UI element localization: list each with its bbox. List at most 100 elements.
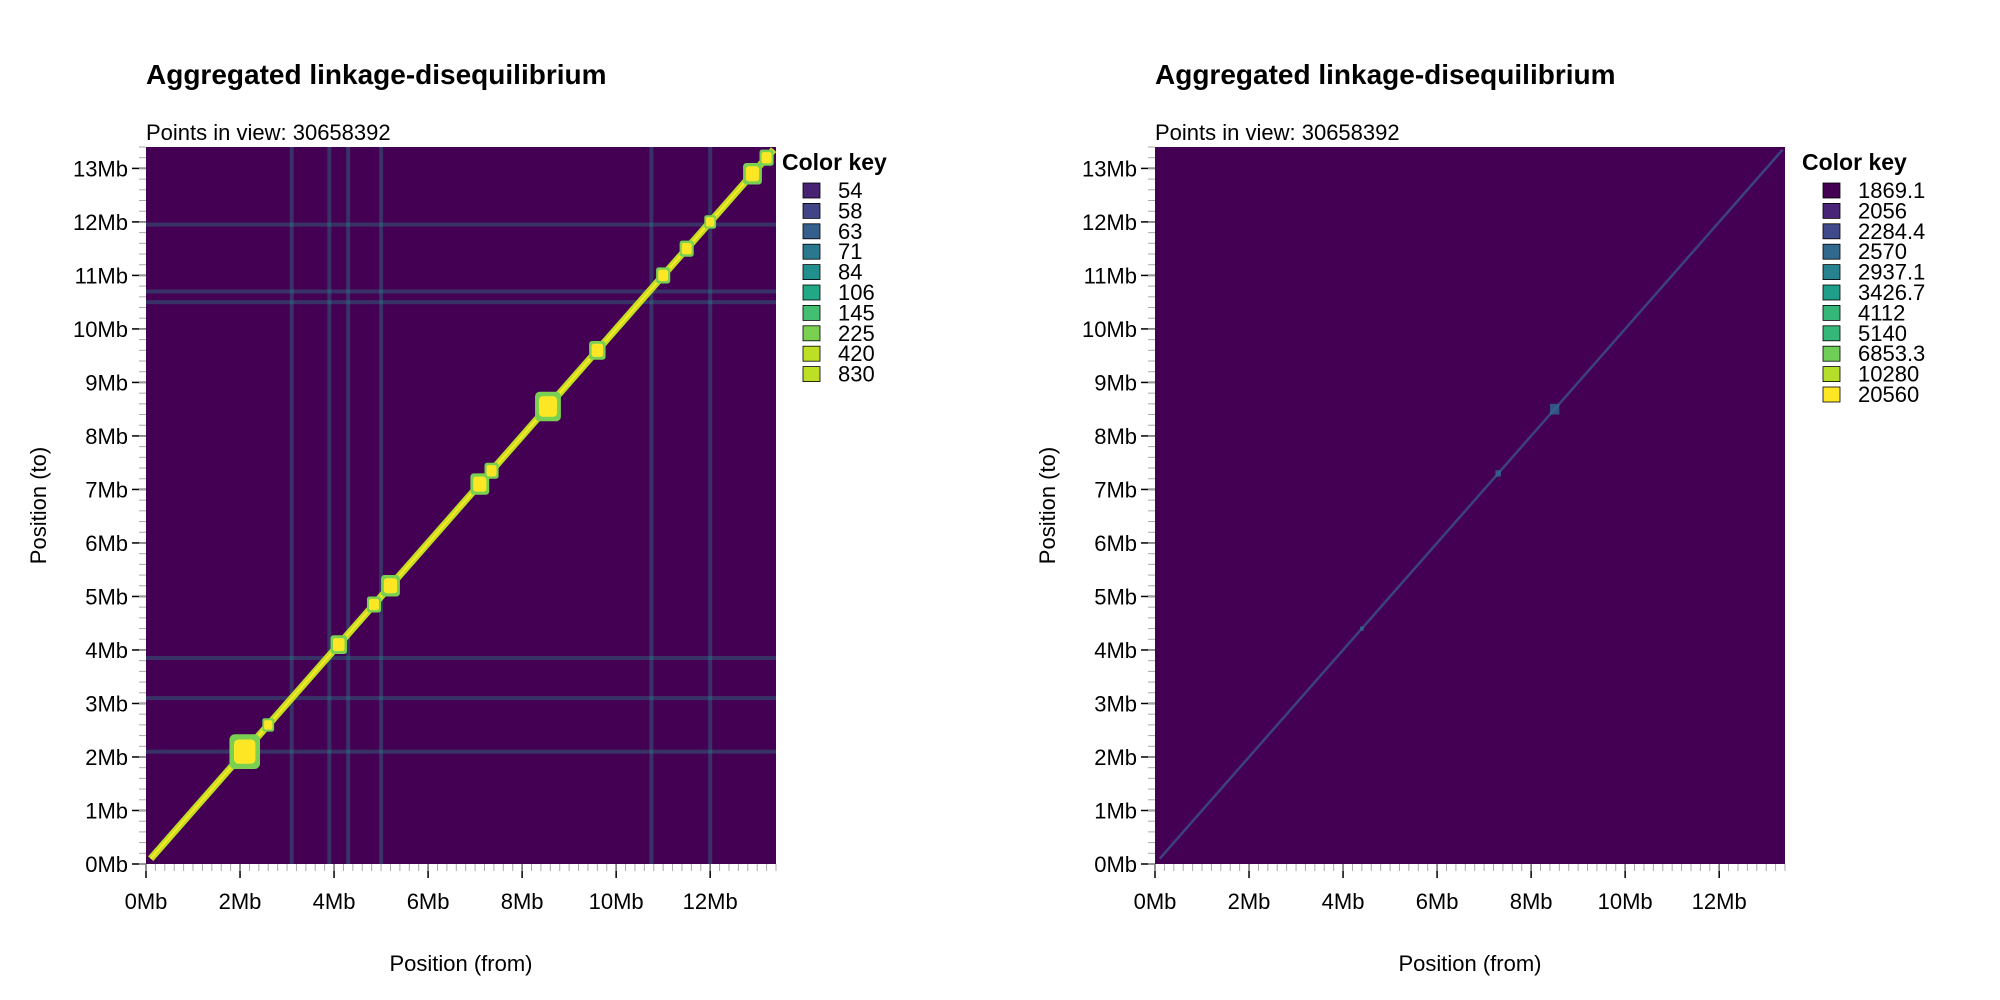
chart-title: Aggregated linkage-disequilibrium [1155,59,1616,90]
y-tick-label: 13Mb [1082,156,1137,181]
color-key-label: 145 [838,300,875,325]
ld-block-core [538,396,558,417]
color-key-label: 830 [838,362,875,387]
chart-subtitle: Points in view: 30658392 [146,120,391,145]
ld-block-core [706,217,715,227]
color-key-swatch [1822,182,1841,199]
band-horizontal [146,289,776,294]
color-key-label: 20560 [1858,382,1919,407]
y-tick-label: 7Mb [1094,477,1137,502]
color-key-swatch [802,304,821,321]
color-key-label: 54 [838,178,862,203]
color-key-label: 71 [838,239,862,264]
y-tick-label: 4Mb [85,638,128,663]
ld-block-core [591,343,604,357]
ld-block-core [486,465,497,477]
y-tick-label: 12Mb [1082,210,1137,235]
ld-block-core [761,152,772,164]
ld-block [1495,470,1502,477]
ld-block-core [369,598,379,611]
color-key-label: 6853.3 [1858,341,1925,366]
panel-1: Aggregated linkage-disequilibrium Points … [26,59,887,976]
plot-area [1155,147,1785,864]
y-tick-label: 10Mb [1082,317,1137,342]
chart-subtitle: Points in view: 30658392 [1155,120,1400,145]
band-vertical [379,147,384,864]
y-tick-label: 0Mb [1094,852,1137,877]
y-tick-label: 2Mb [1094,745,1137,770]
y-tick-label: 5Mb [1094,584,1137,609]
color-key-swatch [1822,304,1841,321]
band-horizontal [146,300,776,305]
x-tick-label: 6Mb [407,889,450,914]
ld-block [1549,403,1560,415]
color-key-title: Color key [1802,149,1907,175]
color-key-title: Color key [782,149,887,175]
color-key-swatch [802,264,821,281]
ld-block-core [658,269,669,282]
y-tick-label: 0Mb [85,852,128,877]
band-vertical [346,147,351,864]
ld-block-core [681,243,692,255]
band-horizontal [146,655,776,660]
color-key-swatch [1822,325,1841,342]
y-tick-label: 1Mb [1094,798,1137,823]
y-tick-label: 9Mb [85,370,128,395]
ld-block-core [745,166,760,182]
x-tick-label: 12Mb [683,889,738,914]
y-tick-label: 6Mb [1094,531,1137,556]
color-key-swatch [802,243,821,260]
color-key-label: 4112 [1858,300,1905,325]
color-key-label: 225 [838,321,875,346]
x-tick-label: 10Mb [1598,889,1653,914]
y-tick-label: 9Mb [1094,370,1137,395]
color-key-label: 2284.4 [1858,219,1925,244]
color-key-label: 2937.1 [1858,260,1925,285]
color-key-swatch [1822,202,1841,219]
x-tick-label: 4Mb [1322,889,1365,914]
color-key-label: 2570 [1858,239,1907,264]
diagonal-line [1158,148,1784,860]
band-vertical [708,147,713,864]
x-tick-label: 0Mb [125,889,168,914]
ld-block-core [473,476,487,492]
color-key-label: 2056 [1858,198,1907,223]
y-tick-label: 3Mb [1094,691,1137,716]
color-key-swatch [1822,243,1841,260]
x-tick-label: 2Mb [1228,889,1271,914]
x-tick-label: 0Mb [1134,889,1177,914]
x-tick-label: 8Mb [501,889,544,914]
color-key-swatch [802,366,821,383]
y-tick-label: 8Mb [1094,424,1137,449]
color-key-label: 84 [838,260,862,285]
x-tick-label: 6Mb [1416,889,1459,914]
ld-block-core [264,720,273,730]
y-tick-label: 13Mb [73,156,128,181]
y-tick-label: 6Mb [85,531,128,556]
color-key-swatch [802,202,821,219]
y-tick-label: 1Mb [85,798,128,823]
color-key-label: 1869.1 [1858,178,1925,203]
x-tick-label: 4Mb [313,889,356,914]
color-key-swatch [1822,264,1841,281]
x-axis-label: Position (from) [1398,951,1541,976]
y-tick-label: 4Mb [1094,638,1137,663]
color-key-swatch [1822,223,1841,240]
x-axis-label: Position (from) [389,951,532,976]
y-tick-label: 3Mb [85,691,128,716]
color-key-swatch [802,182,821,199]
color-key-label: 58 [838,198,862,223]
y-tick-label: 11Mb [75,263,128,288]
x-tick-label: 10Mb [589,889,644,914]
x-tick-label: 2Mb [219,889,262,914]
color-key-swatch [802,325,821,342]
ld-block-core [333,638,345,652]
color-key-swatch [1822,386,1841,403]
color-key-label: 106 [838,280,875,305]
color-key-label: 3426.7 [1858,280,1925,305]
band-vertical [289,147,294,864]
y-tick-label: 7Mb [85,477,128,502]
y-axis-label: Position (to) [1035,447,1060,564]
